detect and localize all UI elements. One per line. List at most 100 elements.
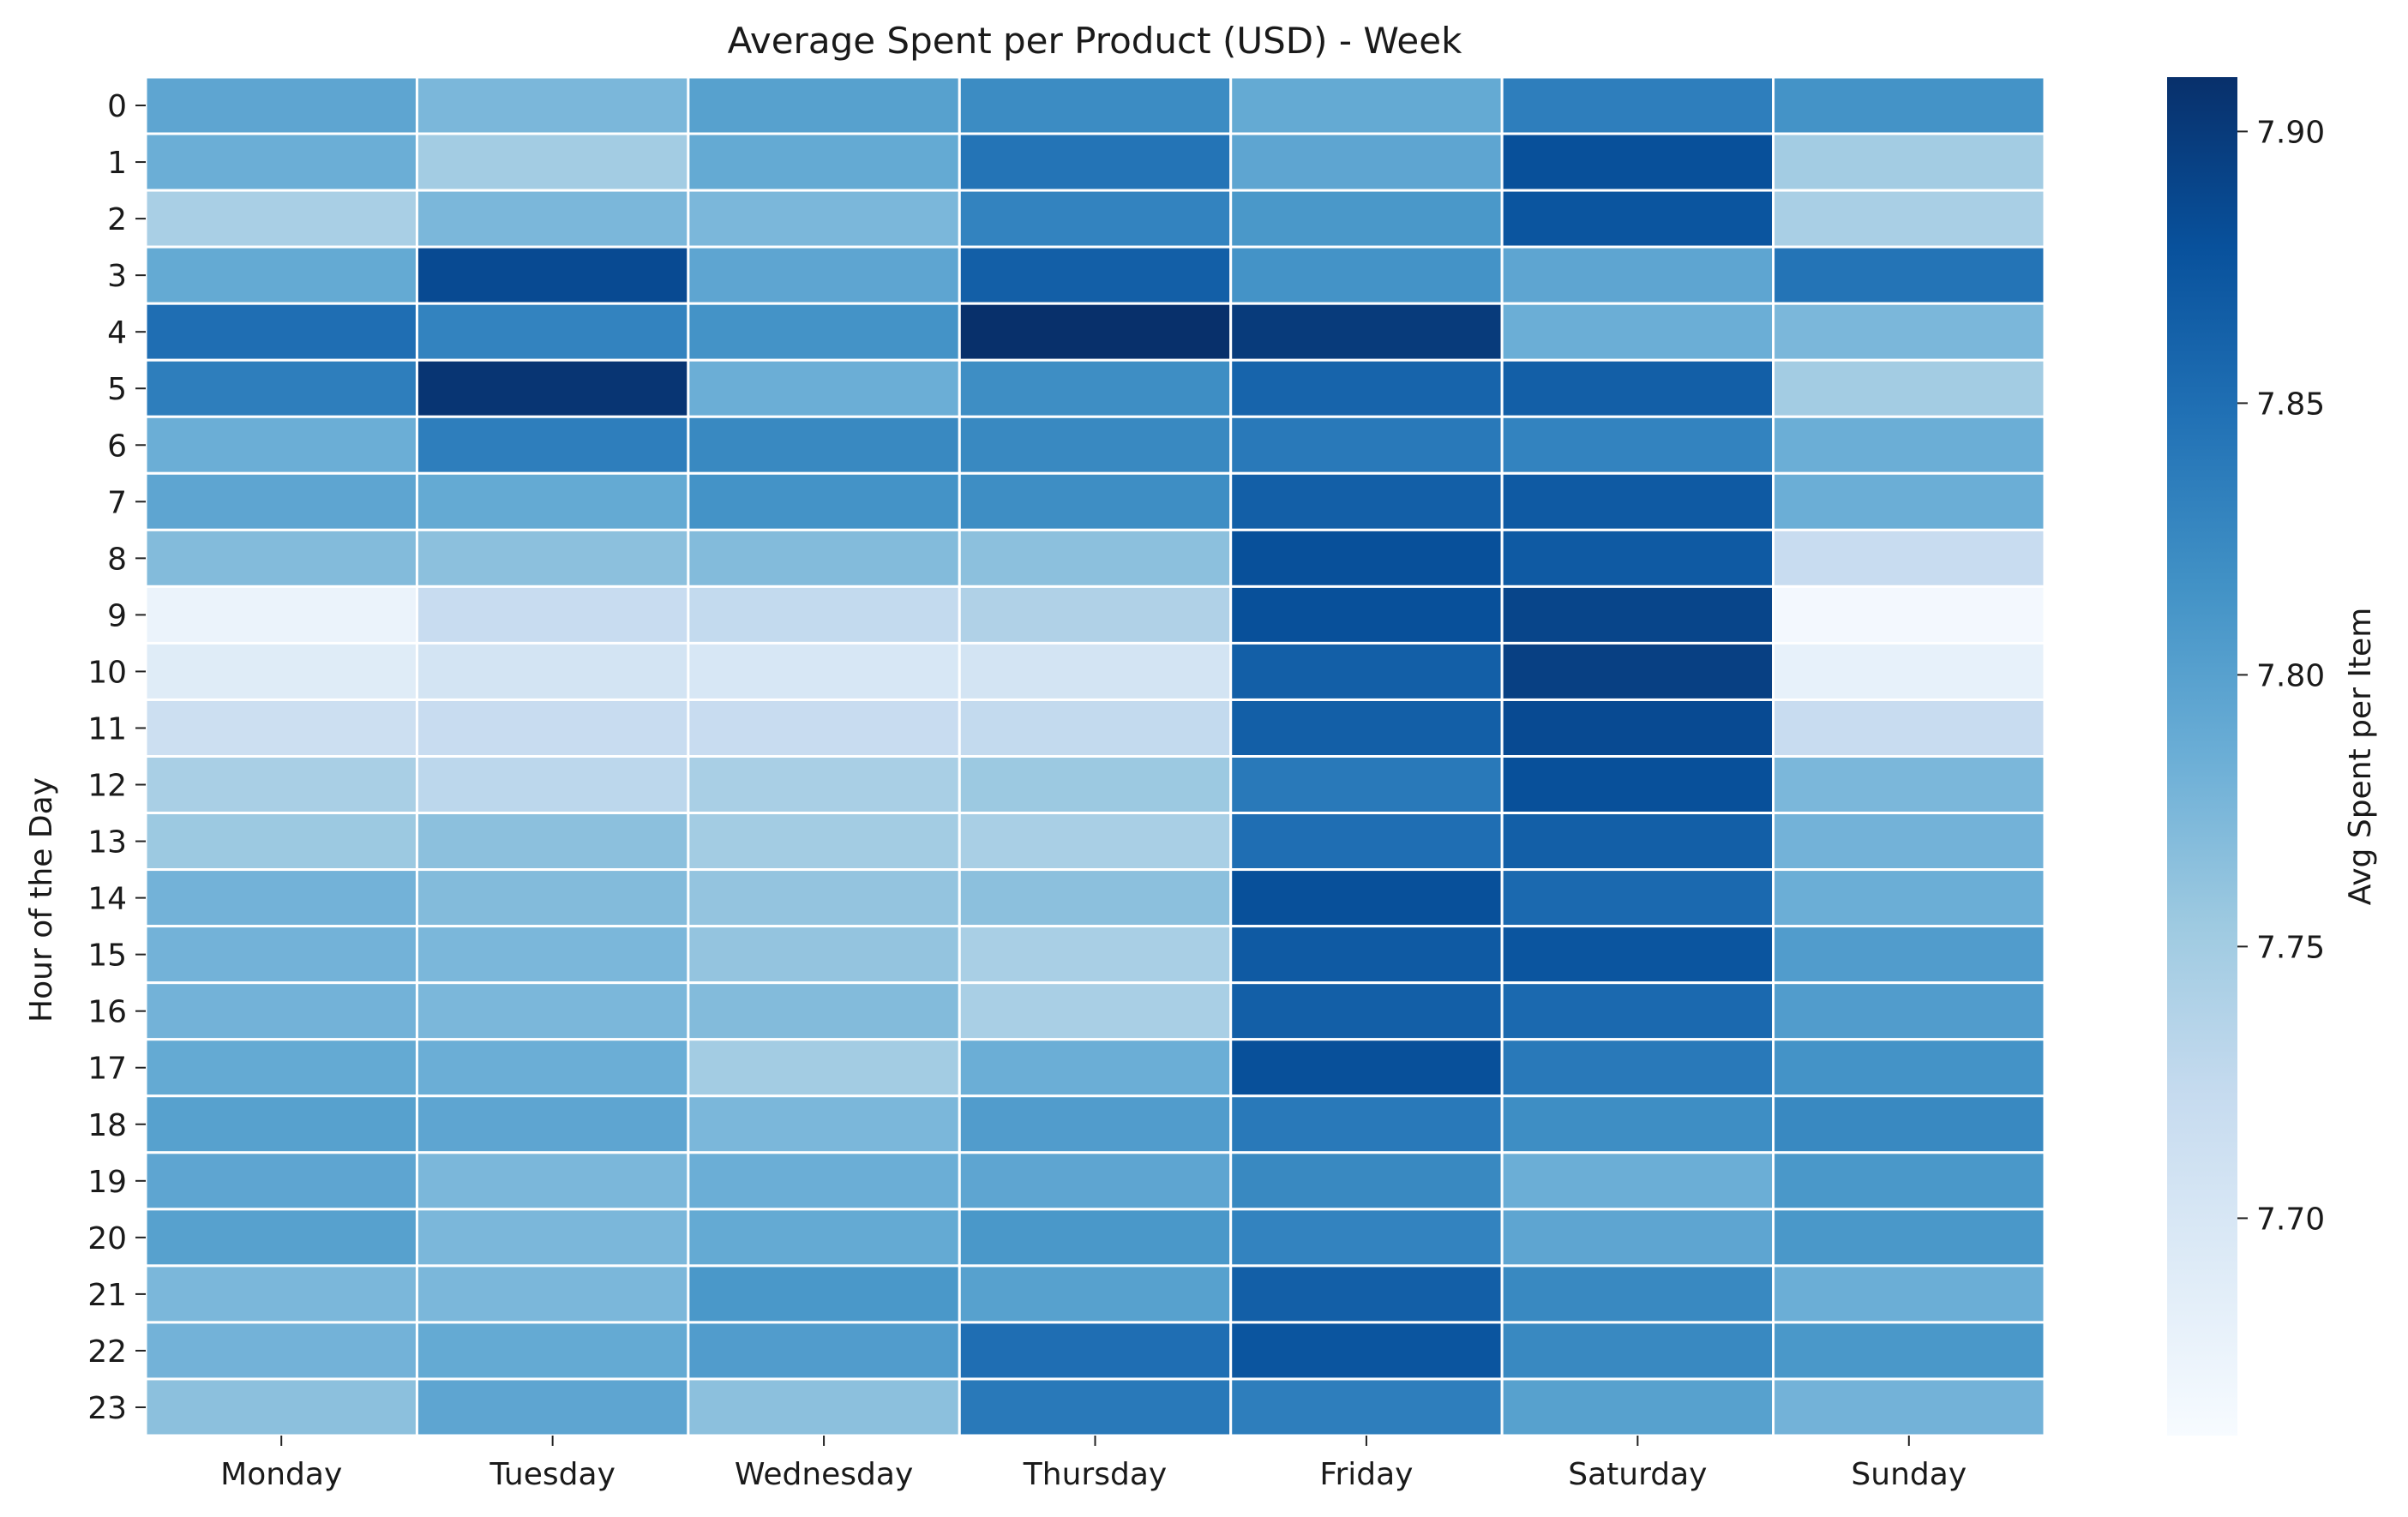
heatmap-cell bbox=[687, 245, 961, 305]
heatmap-cell bbox=[958, 132, 1233, 192]
heatmap-cell bbox=[144, 755, 418, 815]
heatmap-cell bbox=[1500, 1208, 1775, 1268]
heatmap-cell bbox=[1772, 1151, 2046, 1211]
y-tick-label: 0 bbox=[107, 89, 127, 124]
heatmap-cell bbox=[1772, 755, 2046, 815]
heatmap-cell bbox=[1772, 132, 2046, 192]
heatmap-cell bbox=[1229, 812, 1504, 872]
colorbar-tick-label: 7.85 bbox=[2256, 387, 2325, 422]
heatmap-cell bbox=[687, 641, 961, 701]
heatmap-cell bbox=[144, 1264, 418, 1324]
heatmap-cell bbox=[1772, 471, 2046, 531]
heatmap-cell bbox=[1772, 1264, 2046, 1324]
heatmap-cell bbox=[1229, 1321, 1504, 1381]
heatmap-cell bbox=[958, 1208, 1233, 1268]
x-tick-label: Thursday bbox=[1023, 1457, 1167, 1492]
heatmap-cell bbox=[958, 585, 1233, 645]
heatmap-cell bbox=[687, 1208, 961, 1268]
heatmap-cell bbox=[687, 1151, 961, 1211]
heatmap-cell bbox=[1229, 471, 1504, 531]
heatmap-cell bbox=[958, 471, 1233, 531]
heatmap-cell bbox=[415, 698, 690, 758]
heatmap-cell bbox=[415, 358, 690, 418]
y-tick-label: 4 bbox=[107, 315, 127, 351]
heatmap-cell bbox=[415, 868, 690, 928]
colorbar: 7.70 7.75 7.80 7.85 7.90 Avg Spent per Item bbox=[2167, 77, 2378, 1436]
y-axis-label: Hour of the Day bbox=[24, 777, 59, 1022]
heatmap-cell bbox=[687, 415, 961, 475]
y-tick-label: 6 bbox=[107, 429, 127, 464]
heatmap-cell bbox=[415, 1264, 690, 1324]
y-tick-label: 2 bbox=[107, 202, 127, 237]
heatmap-cell bbox=[415, 132, 690, 192]
heatmap-cell bbox=[1500, 471, 1775, 531]
heatmap-cell bbox=[1772, 358, 2046, 418]
heatmap-cell bbox=[1500, 812, 1775, 872]
heatmap-cell bbox=[415, 981, 690, 1041]
colorbar-tick-label: 7.75 bbox=[2256, 930, 2325, 965]
heatmap-cells bbox=[144, 75, 2046, 1437]
heatmap-cell bbox=[1772, 698, 2046, 758]
y-tick-label: 8 bbox=[107, 542, 127, 577]
y-tick-label: 1 bbox=[107, 146, 127, 181]
heatmap-cell bbox=[958, 1321, 1233, 1381]
heatmap-cell bbox=[415, 471, 690, 531]
x-tick-label: Saturday bbox=[1568, 1457, 1707, 1492]
heatmap-cell bbox=[144, 1038, 418, 1098]
heatmap-cell bbox=[1772, 189, 2046, 249]
heatmap-cell bbox=[1229, 1264, 1504, 1324]
heatmap-cell bbox=[958, 528, 1233, 588]
heatmap-cell bbox=[958, 1094, 1233, 1154]
heatmap-cell bbox=[1229, 358, 1504, 418]
y-tick-label: 9 bbox=[107, 598, 127, 633]
heatmap-cell bbox=[1229, 1038, 1504, 1098]
heatmap-cell bbox=[1772, 981, 2046, 1041]
heatmap-cell bbox=[1500, 302, 1775, 362]
heatmap-cell bbox=[1229, 1208, 1504, 1268]
y-tick-label: 3 bbox=[107, 259, 127, 294]
heatmap-cell bbox=[1772, 641, 2046, 701]
y-tick-label: 16 bbox=[87, 995, 127, 1030]
heatmap-cell bbox=[687, 189, 961, 249]
heatmap-cell bbox=[415, 925, 690, 985]
heatmap-cell bbox=[1772, 245, 2046, 305]
y-tick-label: 20 bbox=[87, 1221, 127, 1256]
heatmap-cell bbox=[958, 698, 1233, 758]
heatmap-cell bbox=[958, 641, 1233, 701]
heatmap-cell bbox=[415, 189, 690, 249]
y-tick-label: 11 bbox=[87, 711, 127, 747]
heatmap-cell bbox=[687, 302, 961, 362]
heatmap-cell bbox=[1229, 132, 1504, 192]
heatmap-cell bbox=[1500, 358, 1775, 418]
heatmap-cell bbox=[1500, 1321, 1775, 1381]
heatmap-cell bbox=[1500, 1038, 1775, 1098]
heatmap-cell bbox=[958, 1377, 1233, 1437]
heatmap-cell bbox=[1772, 1094, 2046, 1154]
x-tick-label: Sunday bbox=[1851, 1457, 1967, 1492]
heatmap-cell bbox=[687, 925, 961, 985]
y-tick-label: 22 bbox=[87, 1334, 127, 1370]
heatmap-cell bbox=[687, 1377, 961, 1437]
heatmap-cell bbox=[144, 358, 418, 418]
y-tick-label: 7 bbox=[107, 485, 127, 520]
heatmap-cell bbox=[415, 245, 690, 305]
heatmap-cell bbox=[1500, 1377, 1775, 1437]
heatmap-cell bbox=[687, 75, 961, 135]
heatmap-cell bbox=[1772, 75, 2046, 135]
heatmap-cell bbox=[1229, 981, 1504, 1041]
heatmap-cell bbox=[415, 1208, 690, 1268]
heatmap-cell bbox=[144, 528, 418, 588]
heatmap-cell bbox=[1500, 189, 1775, 249]
heatmap-cell bbox=[1229, 868, 1504, 928]
heatmap-cell bbox=[1772, 585, 2046, 645]
heatmap-cell bbox=[415, 1377, 690, 1437]
heatmap-cell bbox=[1500, 698, 1775, 758]
heatmap-cell bbox=[958, 981, 1233, 1041]
colorbar-tick-label: 7.80 bbox=[2256, 658, 2325, 693]
heatmap-cell bbox=[687, 1038, 961, 1098]
heatmap-cell bbox=[144, 925, 418, 985]
heatmap-cell bbox=[1229, 925, 1504, 985]
heatmap-cell bbox=[958, 415, 1233, 475]
chart-title: Average Spent per Product (USD) - Week bbox=[728, 20, 1462, 62]
